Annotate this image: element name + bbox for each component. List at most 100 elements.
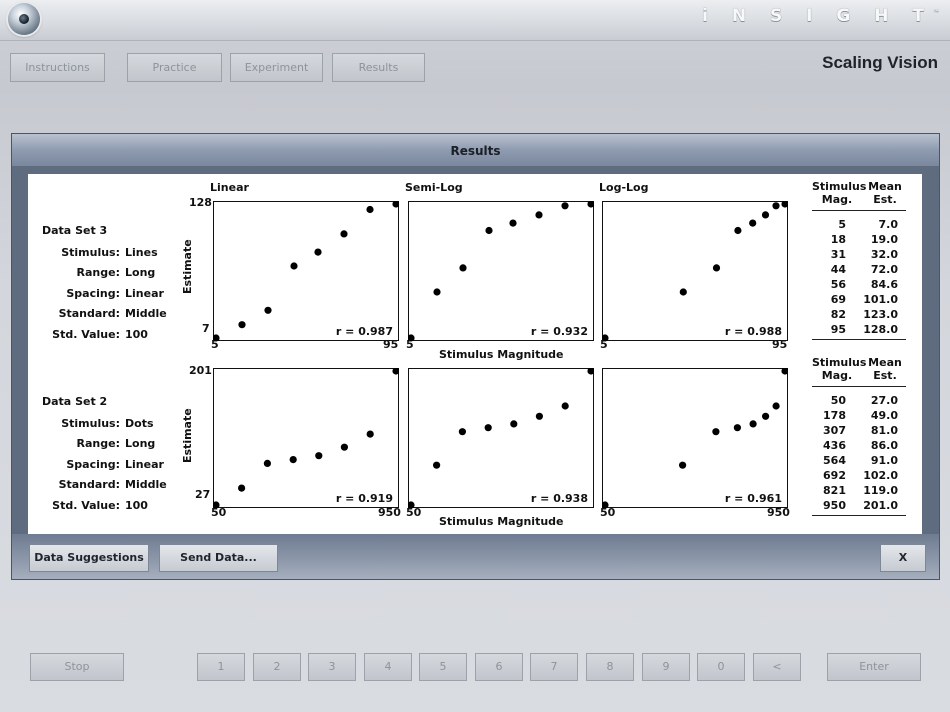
table-cell-stimulus: 50 bbox=[830, 394, 846, 407]
data-point bbox=[679, 288, 687, 296]
nav-results-button[interactable]: Results bbox=[332, 53, 425, 82]
plot-linear-set2: r = 0.919 bbox=[213, 368, 399, 508]
data-point bbox=[459, 264, 467, 272]
key-8-button[interactable]: 8 bbox=[586, 653, 634, 681]
data-point bbox=[392, 368, 399, 375]
field-label: Range: bbox=[76, 437, 120, 450]
key-2-button[interactable]: 2 bbox=[253, 653, 301, 681]
data-point bbox=[408, 501, 415, 508]
brand-tm: ™ bbox=[933, 8, 940, 17]
data-point bbox=[263, 459, 271, 467]
results-panel-footer: Data Suggestions Send Data... X bbox=[12, 534, 939, 579]
table-footer-rule bbox=[812, 339, 906, 340]
x-tick-label: 50 bbox=[600, 506, 616, 519]
data-point bbox=[213, 501, 220, 508]
plot-semilog-set2: r = 0.938 bbox=[408, 368, 594, 508]
plot-frame bbox=[602, 201, 788, 341]
table-header-rule bbox=[812, 210, 906, 211]
table-footer-rule bbox=[812, 515, 906, 516]
nav-practice-button[interactable]: Practice bbox=[127, 53, 222, 82]
close-results-button[interactable]: X bbox=[880, 544, 926, 572]
stop-button[interactable]: Stop bbox=[30, 653, 124, 681]
plot-frame bbox=[602, 368, 788, 508]
table-cell-mean: 72.0 bbox=[870, 263, 898, 276]
table-cell-mean: 86.0 bbox=[870, 439, 898, 452]
field-value: Dots bbox=[125, 417, 154, 430]
plot-frame bbox=[213, 368, 399, 508]
data-point bbox=[510, 420, 518, 428]
x-tick-label: 50 bbox=[211, 506, 227, 519]
enter-button[interactable]: Enter bbox=[827, 653, 921, 681]
table-cell-stimulus: 950 bbox=[823, 499, 846, 512]
dataset-title: Data Set 2 bbox=[42, 395, 108, 408]
table-cell-mean: 119.0 bbox=[863, 484, 898, 497]
data-point bbox=[561, 402, 569, 410]
plot-frame bbox=[408, 201, 594, 341]
table-cell-stimulus: 5 bbox=[838, 218, 846, 231]
key-6-button[interactable]: 6 bbox=[475, 653, 523, 681]
x-tick-label: 950 bbox=[767, 506, 790, 519]
nav-instructions-button[interactable]: Instructions bbox=[10, 53, 105, 82]
field-value: Linear bbox=[125, 458, 164, 471]
y-tick-label: 7 bbox=[202, 322, 210, 335]
field-value: Middle bbox=[125, 478, 167, 491]
key-4-button[interactable]: 4 bbox=[364, 653, 412, 681]
data-point bbox=[561, 202, 569, 210]
field-label: Spacing: bbox=[66, 458, 120, 471]
data-point bbox=[509, 219, 517, 227]
table-cell-stimulus: 82 bbox=[830, 308, 846, 321]
key-3-button[interactable]: 3 bbox=[308, 653, 356, 681]
field-value: 100 bbox=[125, 328, 148, 341]
x-tick-label: 5 bbox=[600, 338, 608, 351]
plot-frame bbox=[408, 368, 594, 508]
data-point bbox=[213, 334, 220, 341]
data-point bbox=[264, 306, 272, 314]
data-point bbox=[749, 219, 757, 227]
graph-title-semilog: Semi-Log bbox=[405, 181, 463, 194]
y-tick-label: 128 bbox=[189, 196, 212, 209]
key-0-button[interactable]: 0 bbox=[697, 653, 745, 681]
results-content: Linear Semi-Log Log-Log Data Set 3 Stimu… bbox=[28, 174, 922, 534]
table-cell-mean: 19.0 bbox=[870, 233, 898, 246]
plot-linear-set3: r = 0.987 bbox=[213, 201, 399, 341]
table-header-mean: Mean Est. bbox=[868, 356, 902, 382]
dataset-title: Data Set 3 bbox=[42, 224, 108, 237]
table-cell-stimulus: 31 bbox=[830, 248, 846, 261]
x-tick-label: 5 bbox=[211, 338, 219, 351]
x-tick-label: 5 bbox=[406, 338, 414, 351]
field-label: Std. Value: bbox=[52, 328, 120, 341]
table-cell-stimulus: 821 bbox=[823, 484, 846, 497]
nav-experiment-button[interactable]: Experiment bbox=[230, 53, 323, 82]
send-data-button[interactable]: Send Data... bbox=[159, 544, 278, 572]
data-point bbox=[535, 412, 543, 420]
key-5-button[interactable]: 5 bbox=[419, 653, 467, 681]
x-tick-label: 95 bbox=[383, 338, 399, 351]
key-9-button[interactable]: 9 bbox=[642, 653, 690, 681]
field-label: Stimulus: bbox=[61, 246, 120, 259]
key-7-button[interactable]: 7 bbox=[530, 653, 578, 681]
table-header-stimulus: Stimulus Mag. bbox=[812, 356, 867, 382]
x-axis-label: Stimulus Magnitude bbox=[439, 515, 564, 528]
field-value: Long bbox=[125, 437, 156, 450]
key-1-button[interactable]: 1 bbox=[197, 653, 245, 681]
table-cell-stimulus: 44 bbox=[830, 263, 846, 276]
table-cell-stimulus: 692 bbox=[823, 469, 846, 482]
table-cell-mean: 128.0 bbox=[863, 323, 898, 336]
field-label: Spacing: bbox=[66, 287, 120, 300]
plot-loglog-set3: r = 0.988 bbox=[602, 201, 788, 341]
data-point bbox=[484, 424, 492, 432]
data-point bbox=[781, 368, 788, 375]
y-axis-label: Estimate bbox=[181, 408, 194, 463]
backspace-button[interactable]: < bbox=[753, 653, 801, 681]
table-cell-mean: 123.0 bbox=[863, 308, 898, 321]
data-suggestions-button[interactable]: Data Suggestions bbox=[29, 544, 149, 572]
data-point bbox=[781, 201, 788, 208]
data-point bbox=[458, 428, 466, 436]
field-value: Long bbox=[125, 266, 156, 279]
data-point bbox=[238, 321, 246, 329]
x-tick-label: 950 bbox=[378, 506, 401, 519]
field-label: Range: bbox=[76, 266, 120, 279]
data-point bbox=[712, 264, 721, 272]
brand-logo: i N S I G H T™ bbox=[702, 6, 940, 26]
brand-text: i N S I G H T bbox=[702, 6, 933, 26]
